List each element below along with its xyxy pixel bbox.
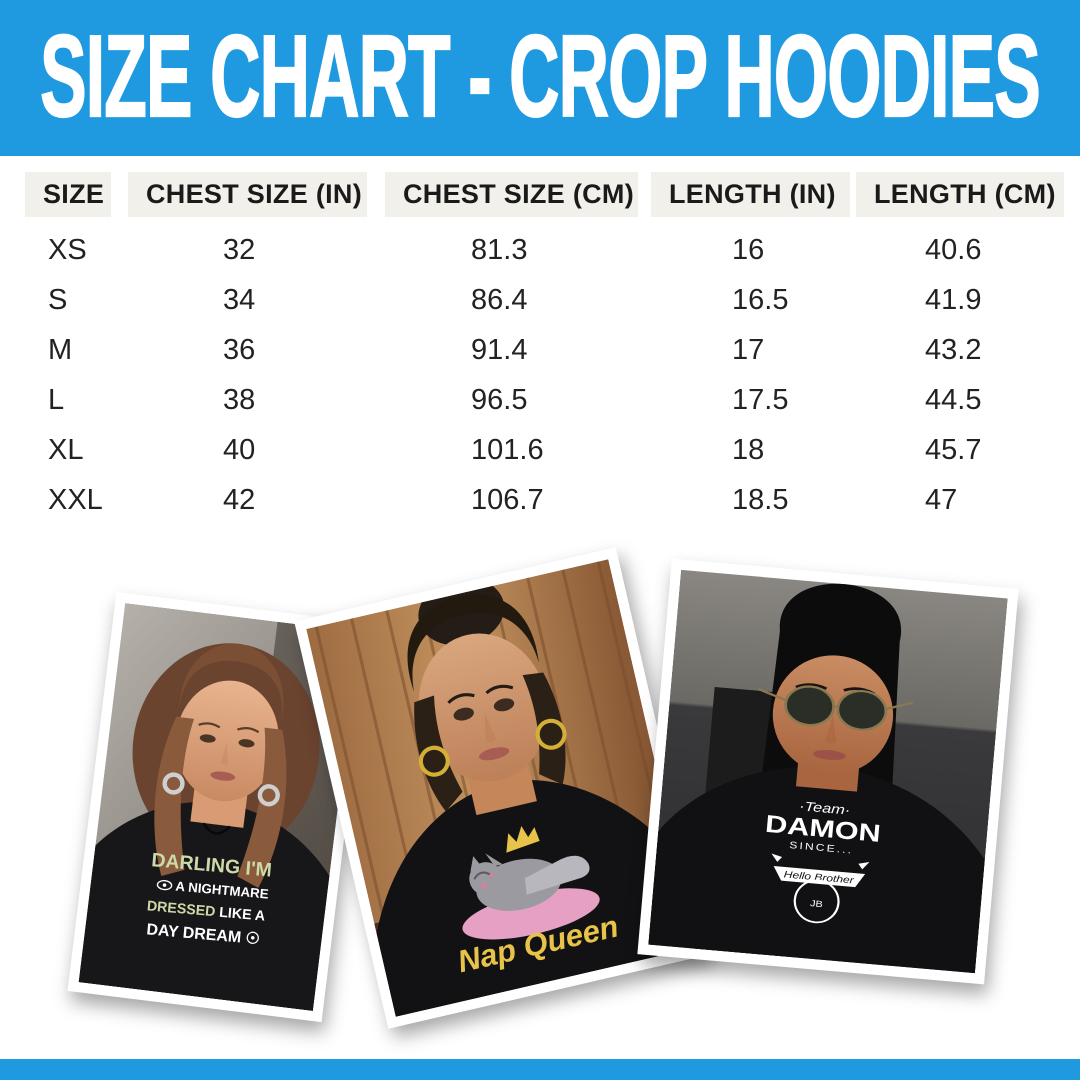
svg-text:JB: JB xyxy=(810,899,824,910)
